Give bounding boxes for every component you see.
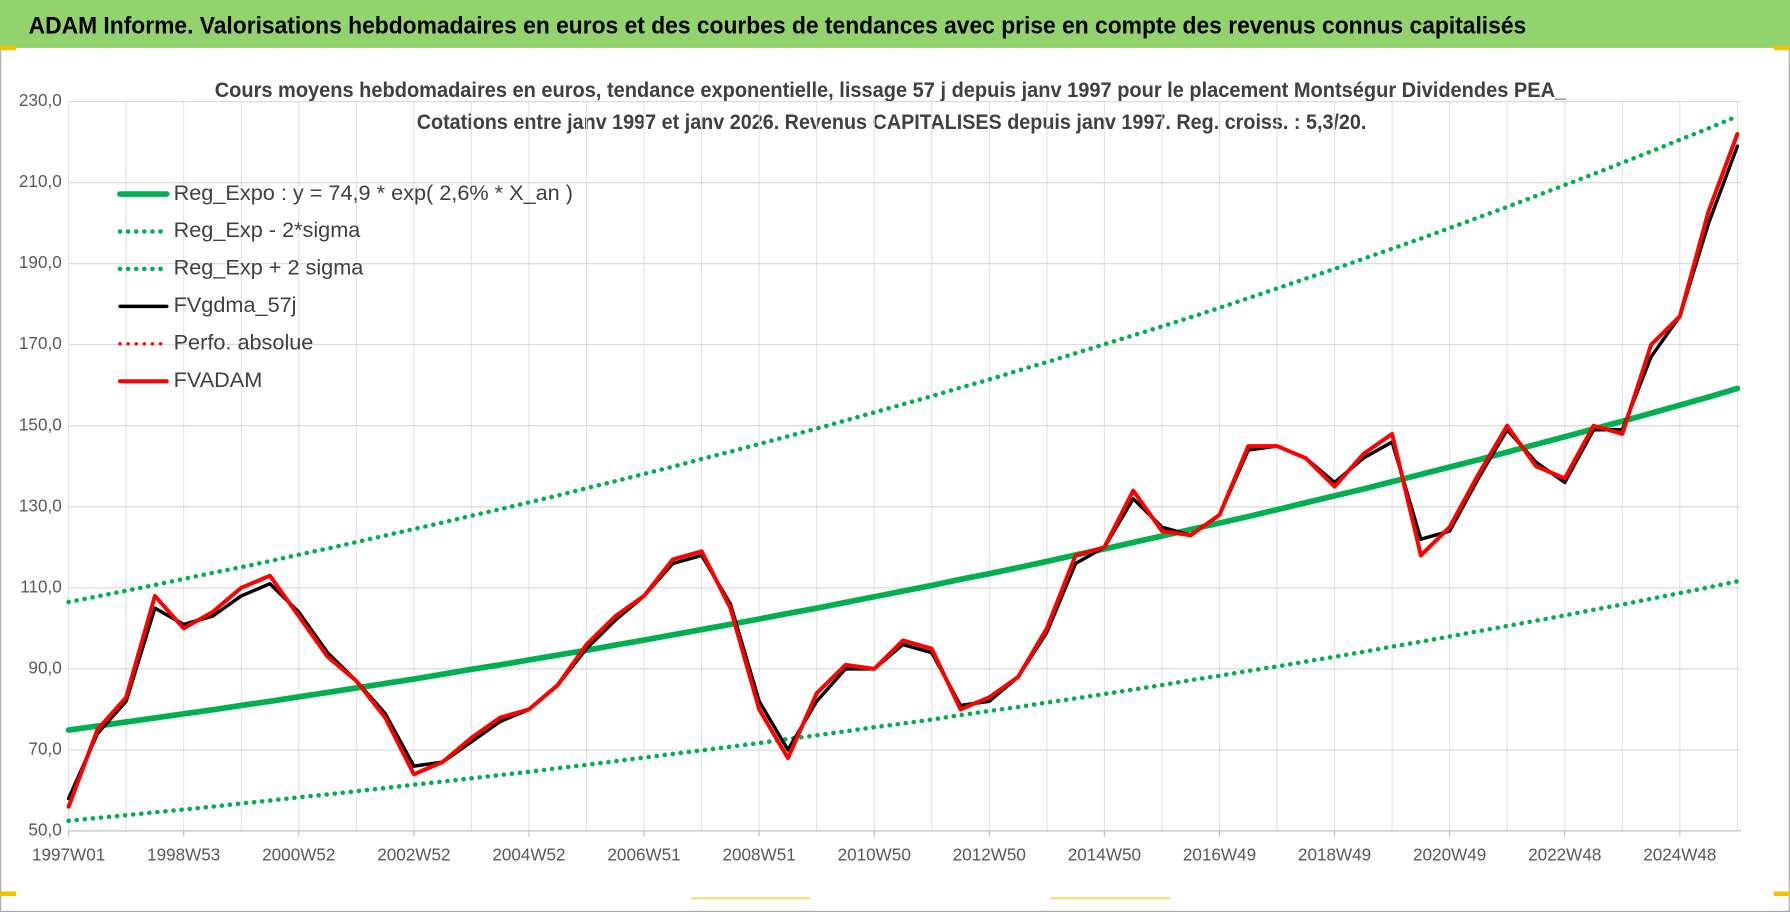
y-tick-label: 170,0 — [19, 334, 62, 353]
y-tick-label: 230,0 — [19, 91, 62, 110]
x-tick-label: 2020W49 — [1413, 846, 1486, 865]
chart-title: Cotations entre janv 1997 et janv 2026. … — [417, 109, 1367, 134]
legend-label: Reg_Exp + 2 sigma — [174, 255, 365, 280]
edge-mark — [690, 897, 811, 900]
corner — [1773, 45, 1790, 51]
legend-label: Perfo. absolue — [174, 330, 314, 355]
x-tick-label: 2012W50 — [953, 846, 1026, 865]
edge-mark — [1050, 897, 1171, 900]
x-tick-label: 2018W49 — [1298, 846, 1371, 865]
x-tick-label: 2004W52 — [492, 846, 565, 865]
y-tick-label: 50,0 — [28, 820, 61, 839]
y-tick-label: 190,0 — [19, 253, 62, 272]
y-tick-label: 70,0 — [28, 739, 61, 758]
x-tick-label: 2016W49 — [1183, 846, 1256, 865]
x-tick-label: 2002W52 — [377, 846, 450, 865]
x-tick-label: 2000W52 — [262, 846, 335, 865]
series-line — [66, 579, 1740, 824]
header-bar — [0, 0, 1790, 48]
y-tick-label: 110,0 — [20, 577, 62, 596]
legend-label: Reg_Expo : y = 74,9 * exp( 2,6% * X_an ) — [174, 180, 573, 205]
y-tick-label: 130,0 — [19, 496, 62, 515]
plot — [65, 113, 1741, 824]
x-tick-label: 2022W48 — [1528, 846, 1601, 865]
x-tick-label: 2010W50 — [838, 846, 911, 865]
series-line — [65, 385, 1741, 733]
corner — [0, 45, 17, 51]
legend: Reg_Expo : y = 74,9 * exp( 2,6% * X_an )… — [117, 180, 573, 392]
x-tick-label: 1998W53 — [147, 846, 220, 865]
x-tick-label: 2014W50 — [1068, 846, 1141, 865]
legend-label: FVADAM — [174, 367, 263, 392]
x-tick-label: 2024W48 — [1643, 846, 1716, 865]
y-tick-label: 90,0 — [28, 658, 61, 677]
legend-label: Reg_Exp - 2*sigma — [174, 217, 362, 242]
x-tick-label: 2006W51 — [607, 846, 680, 865]
x-tick-label: 1997W01 — [32, 846, 105, 865]
y-tick-label: 150,0 — [19, 415, 62, 434]
y-tick-label: 210,0 — [19, 172, 62, 191]
corner — [1773, 891, 1790, 897]
x-tick-label: 2008W51 — [723, 846, 796, 865]
chart-title: Cours moyens hebdomadaires en euros, ten… — [215, 77, 1567, 102]
corner — [0, 891, 17, 897]
series-line — [66, 132, 1740, 809]
page-title: ADAM Informe. Valorisations hebdomadaire… — [29, 13, 1527, 40]
legend-label: FVgdma_57j — [174, 292, 297, 317]
grid: 50,0 70,0 90,0 110,0 130,0 150,0 170,0 190,0 210… — [19, 91, 1741, 865]
series-line — [66, 113, 1740, 605]
